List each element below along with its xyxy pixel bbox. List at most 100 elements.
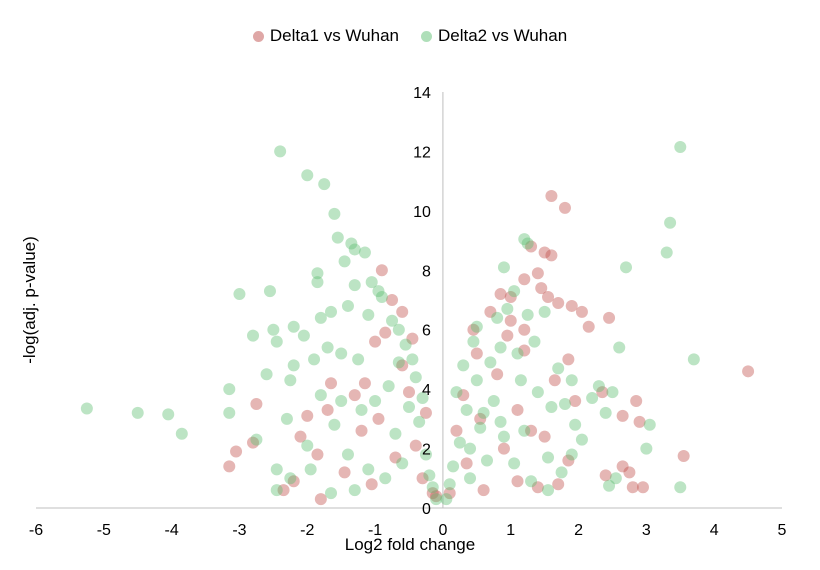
data-point-s2-59 — [419, 448, 432, 461]
legend-swatch-delta2 — [421, 30, 432, 42]
data-point-s2-33 — [325, 305, 338, 318]
data-point-s1-63 — [247, 436, 260, 449]
data-point-s2-66 — [355, 403, 368, 416]
data-point-s1-26 — [630, 395, 643, 408]
data-point-s2-8 — [260, 368, 273, 381]
data-point-s1-15 — [494, 288, 507, 301]
y-tick-label-2: 4 — [422, 382, 431, 399]
data-point-s2-83 — [674, 481, 687, 494]
data-point-s2-73 — [664, 216, 677, 229]
data-point-s2-92 — [497, 261, 510, 274]
data-point-s2-82 — [640, 442, 653, 455]
data-point-s2-79 — [606, 386, 619, 399]
data-point-s1-39 — [460, 457, 473, 470]
data-point-s1-72 — [409, 439, 422, 452]
data-point-s2-65 — [369, 395, 382, 408]
data-point-s1-32 — [599, 469, 612, 482]
data-point-s1-67 — [277, 484, 290, 497]
data-point-s2-131 — [464, 442, 477, 455]
legend-swatch-delta1 — [252, 30, 264, 42]
data-point-s2-16 — [308, 353, 321, 366]
data-point-s2-23 — [345, 237, 358, 250]
data-point-s2-104 — [531, 386, 544, 399]
data-point-s2-0 — [80, 402, 93, 415]
data-point-s2-34 — [314, 311, 327, 324]
legend-item-delta2: Delta2 vs Wuhan — [421, 26, 567, 46]
x-tick-label-8: 2 — [574, 522, 583, 539]
data-point-s1-21 — [562, 353, 575, 366]
data-point-s1-42 — [531, 481, 544, 494]
data-point-s1-52 — [386, 294, 399, 306]
data-point-s2-12 — [274, 145, 287, 158]
data-point-s2-39 — [352, 353, 365, 366]
data-point-s1-47 — [450, 424, 463, 437]
legend-item-delta1: Delta1 vs Wuhan — [252, 26, 399, 46]
data-point-s2-105 — [514, 374, 527, 387]
data-point-s1-31 — [616, 460, 629, 473]
data-point-s2-102 — [552, 362, 565, 375]
data-point-s1-78 — [355, 424, 368, 437]
data-point-s2-109 — [453, 436, 466, 449]
data-point-s2-6 — [233, 288, 246, 301]
y-axis-label: -log(adj. p-value) — [20, 236, 39, 364]
data-point-s2-93 — [508, 285, 521, 298]
data-point-s1-17 — [535, 282, 548, 295]
data-point-s1-1 — [677, 450, 690, 462]
data-point-s1-28 — [623, 466, 636, 479]
data-point-s2-86 — [569, 418, 582, 431]
data-point-s1-25 — [616, 409, 629, 422]
data-point-s2-112 — [440, 493, 453, 506]
data-point-s1-71 — [389, 451, 402, 464]
data-point-s2-25 — [358, 246, 371, 259]
data-point-s2-99 — [528, 335, 541, 348]
data-point-s2-60 — [423, 469, 436, 482]
data-point-s1-61 — [301, 409, 314, 422]
data-point-s2-38 — [335, 347, 348, 360]
data-point-s2-108 — [460, 403, 473, 416]
data-point-s2-3 — [175, 427, 188, 440]
data-point-s2-120 — [487, 395, 500, 408]
data-point-s1-43 — [552, 478, 565, 491]
data-point-s2-19 — [318, 178, 331, 191]
data-point-s2-77 — [613, 341, 626, 354]
data-point-s2-42 — [270, 463, 283, 476]
data-point-s1-50 — [501, 329, 514, 342]
data-point-s2-129 — [494, 415, 507, 428]
data-point-s2-81 — [643, 418, 656, 431]
data-point-s2-27 — [365, 276, 378, 289]
data-point-s2-114 — [480, 454, 493, 467]
data-point-s1-75 — [416, 472, 429, 485]
data-point-s1-13 — [518, 273, 531, 286]
x-tick-label-2: -4 — [165, 522, 179, 539]
data-point-s2-88 — [555, 466, 568, 479]
data-point-s2-117 — [525, 475, 538, 488]
data-point-s1-64 — [230, 445, 243, 458]
data-point-s2-126 — [586, 392, 599, 405]
data-point-s2-78 — [592, 380, 605, 393]
data-point-s2-89 — [542, 451, 555, 464]
data-point-s1-38 — [474, 412, 487, 425]
data-point-s2-87 — [565, 448, 578, 461]
data-point-s1-19 — [504, 314, 517, 327]
data-point-s1-29 — [626, 481, 639, 494]
data-point-s1-45 — [470, 347, 483, 360]
x-tick-label-4: -2 — [300, 522, 314, 539]
data-point-s1-66 — [287, 475, 300, 488]
data-point-s1-79 — [372, 412, 385, 425]
x-tick-label-6: 0 — [438, 522, 447, 539]
data-point-s1-9 — [525, 240, 538, 253]
data-point-s1-24 — [596, 386, 609, 399]
data-point-s2-76 — [687, 353, 700, 366]
x-tick-label-3: -3 — [232, 522, 246, 539]
data-point-s2-54 — [379, 472, 392, 485]
data-point-s2-47 — [348, 484, 361, 497]
data-point-s2-10 — [267, 323, 280, 336]
data-point-s2-64 — [382, 380, 395, 393]
data-point-s2-125 — [575, 433, 588, 446]
data-point-s1-35 — [525, 424, 538, 437]
data-point-s2-37 — [321, 341, 334, 354]
data-point-s1-76 — [426, 487, 439, 500]
x-tick-label-5: -1 — [368, 522, 382, 539]
data-point-s2-49 — [280, 412, 293, 425]
